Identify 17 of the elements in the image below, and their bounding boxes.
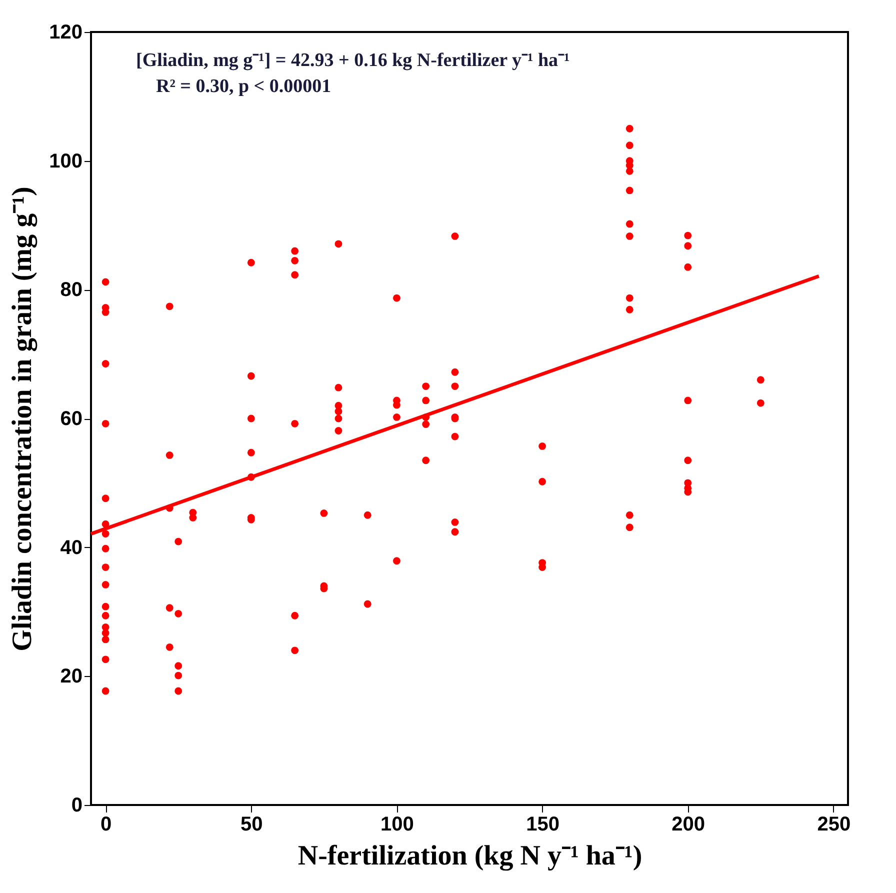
y-tick-label: 40 [60, 536, 82, 559]
y-tick-label: 80 [60, 279, 82, 302]
x-tick-label: 0 [100, 814, 112, 836]
y-tick-label: 100 [49, 150, 82, 172]
y-tick-label: 0 [71, 794, 82, 816]
x-tick-label: 100 [380, 814, 414, 836]
x-tick-label: 200 [672, 814, 706, 836]
y-tick-label: 20 [60, 666, 82, 688]
x-axis-title: N-fertilization (kg N y⁻¹ ha⁻¹) [298, 840, 642, 872]
annotation: [Gliadin, mg g⁻¹] = 42.93 + 0.16 kg N-fertilizer y⁻¹ ha⁻¹ [136, 50, 570, 71]
annotation: R² = 0.30, p < 0.00001 [156, 76, 332, 97]
y-tick-label: 120 [49, 22, 82, 44]
y-tick-label: 60 [60, 408, 82, 430]
x-tick-label: 150 [526, 814, 560, 836]
y-axis-title: Gliadin concentration in grain (mg g⁻¹) [7, 186, 38, 652]
x-tick-label: 50 [240, 814, 263, 836]
x-tick-label: 250 [817, 814, 851, 836]
